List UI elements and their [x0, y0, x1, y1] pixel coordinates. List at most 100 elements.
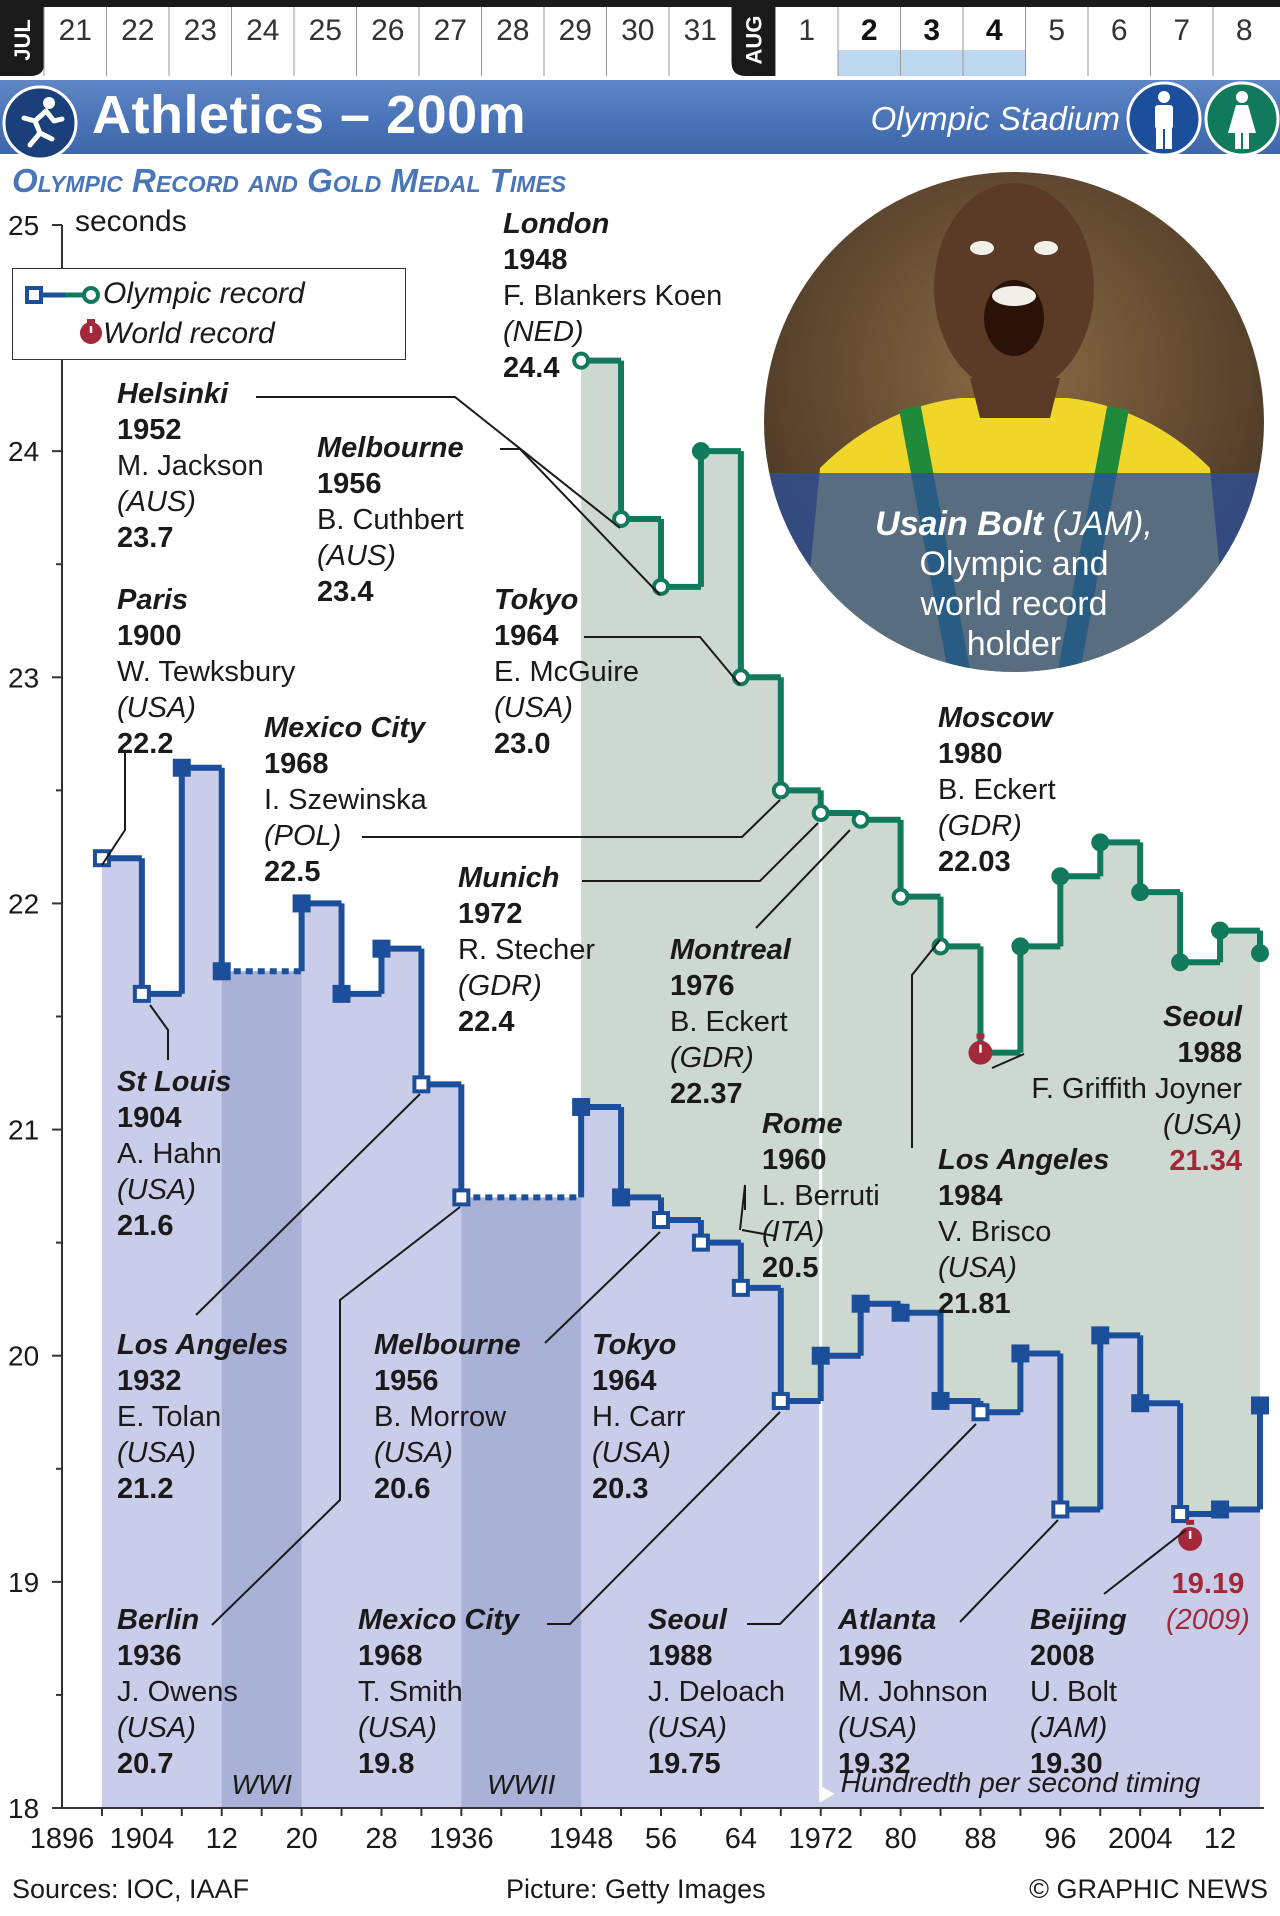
annotation-year: 1956 — [374, 1365, 439, 1397]
war-band-wwii — [461, 1197, 582, 1808]
calendar-highlight-band — [838, 50, 901, 76]
photo-caption: Usain Bolt (JAM), Olympic and world reco… — [780, 504, 1248, 664]
y-tick-label-19: 19 — [8, 1567, 39, 1598]
calendar-day-aug-7: 7 — [1173, 14, 1190, 47]
calendar-day-jul-22: 22 — [121, 14, 154, 47]
leader-montreal — [755, 829, 851, 929]
calendar-day-jul-28: 28 — [496, 14, 529, 47]
annotation-time: 23.4 — [317, 576, 374, 608]
annotation-year: 1960 — [762, 1144, 827, 1176]
annotation-nation: (USA) — [592, 1437, 671, 1469]
caption-country: (JAM), — [1043, 505, 1153, 543]
annotation-year: 1964 — [592, 1365, 657, 1397]
annotation-city: Moscow — [938, 702, 1053, 734]
man-icon — [1126, 81, 1202, 157]
annotation-year: 1972 — [458, 898, 523, 930]
annotation-nation: (USA) — [374, 1437, 453, 1469]
calendar-day-jul-27: 27 — [434, 14, 467, 47]
women-point-2012 — [1211, 921, 1230, 940]
annotation-nation: (GDR) — [938, 810, 1022, 842]
annotation-time: 19.32 — [838, 1748, 911, 1780]
calendar-day-jul-26: 26 — [371, 14, 404, 47]
annotation-year: 1900 — [117, 620, 182, 652]
annotation-athlete: E. McGuire — [494, 656, 640, 688]
women-point-1956 — [652, 577, 670, 596]
month-tab-jul — [0, 0, 44, 76]
annotation-year: 1956 — [317, 468, 382, 500]
men-point-1928 — [372, 939, 391, 958]
legend-world-record: World record — [103, 317, 275, 350]
annotation-athlete: B. Morrow — [374, 1401, 507, 1433]
annotation-nation: (USA) — [838, 1712, 917, 1744]
annotation-time: 21.2 — [117, 1473, 174, 1505]
caption-line-1: Olympic and — [919, 545, 1109, 583]
annotation-city: Beijing — [1030, 1604, 1127, 1636]
leader-melbourne-1956-w — [500, 448, 661, 596]
world-record-label: 19.19 (2009) — [1166, 1566, 1250, 1638]
annotation-melbourne-1956: Melbourne 1956 B. Morrow (USA) 20.6 — [374, 1327, 521, 1507]
x-tick-label-1904: 1904 — [110, 1823, 175, 1855]
world-record-stopwatch-crown — [1186, 1519, 1195, 1525]
month-tab-aug — [731, 7, 776, 76]
war-label-wwi: WWI — [231, 1769, 292, 1800]
leader-melbourne-1956-m — [544, 1231, 661, 1344]
y-tick-label-21: 21 — [8, 1115, 39, 1146]
annotation-nation: (POL) — [264, 820, 342, 852]
legend: Olympic record World record — [12, 268, 406, 360]
annotation-athlete: F. Blankers Koen — [503, 280, 723, 312]
annotation-nation: (USA) — [117, 1437, 196, 1469]
x-tick-label-12: 12 — [1204, 1823, 1236, 1855]
leader-los-angeles-1984 — [911, 939, 941, 1148]
men-point-1968 — [771, 1391, 790, 1410]
world-record-stopwatch-crown — [976, 1033, 985, 1039]
x-tick-label-1896: 1896 — [30, 1823, 95, 1855]
annotation-montreal-1976: Montreal 1976 B. Eckert (GDR) 22.37 — [670, 932, 791, 1112]
annotation-year: 1948 — [503, 244, 568, 276]
men-point-1996 — [1051, 1500, 1070, 1519]
annotation-year: 1904 — [117, 1102, 182, 1134]
women-point-1964 — [731, 668, 750, 687]
men-point-1972 — [811, 1346, 830, 1365]
annotation-athlete: J. Deloach — [648, 1676, 786, 1708]
legend-olympic-record: Olympic record — [103, 277, 305, 310]
women-point-1948 — [572, 351, 591, 370]
runner-icon — [2, 85, 78, 161]
calendar-day-aug-1: 1 — [798, 14, 815, 47]
world-record-year: (2009) — [1166, 1604, 1250, 1636]
x-tick-label-20: 20 — [285, 1823, 317, 1855]
annotation-year: 1996 — [838, 1640, 903, 1672]
annotation-time: 23.7 — [117, 522, 174, 554]
leader-paris — [101, 750, 126, 866]
footer-sources: Sources: IOC, IAAF — [12, 1874, 250, 1904]
annotation-nation: (GDR) — [458, 970, 542, 1002]
annotation-nation: (AUS) — [117, 486, 196, 518]
leader-seoul-fgj — [991, 1053, 1025, 1069]
women-point-1996 — [1051, 867, 1070, 886]
annotation-nation: (USA) — [117, 1712, 196, 1744]
annotation-los-angeles-1984: Los Angeles 1984 V. Brisco (USA) 21.81 — [938, 1142, 1109, 1322]
month-label-jul: JUL — [10, 19, 35, 61]
annotation-athlete: B. Cuthbert — [317, 504, 464, 536]
annotation-city: Montreal — [670, 934, 791, 966]
annotation-time: 21.34 — [1169, 1145, 1242, 1177]
annotation-time: 20.3 — [592, 1473, 649, 1505]
annotation-time: 20.6 — [374, 1473, 431, 1505]
men-point-1932 — [412, 1075, 431, 1094]
men-point-1936 — [452, 1188, 471, 1207]
leader-rome-2 — [741, 1229, 776, 1237]
calendar-day-aug-5: 5 — [1048, 14, 1065, 47]
calendar-highlight-band — [900, 50, 963, 76]
men-point-2004 — [1131, 1394, 1150, 1413]
y-tick-label-25: 25 — [8, 210, 39, 241]
annotation-city: Atlanta — [838, 1604, 937, 1636]
annotation-year: 1968 — [264, 748, 329, 780]
annotation-athlete: R. Stecher — [458, 934, 595, 966]
men-point-1920 — [292, 894, 311, 913]
annotation-time: 22.5 — [264, 856, 321, 888]
annotation-athlete: F. Griffith Joyner — [1031, 1073, 1242, 1105]
men-point-1960 — [691, 1233, 710, 1252]
annotation-city: Seoul — [1163, 1001, 1242, 1033]
annotation-paris-1900: Paris 1900 W. Tewksbury (USA) 22.2 — [117, 582, 295, 762]
men-point-2008 — [1171, 1505, 1190, 1524]
annotation-time: 20.5 — [762, 1252, 819, 1284]
